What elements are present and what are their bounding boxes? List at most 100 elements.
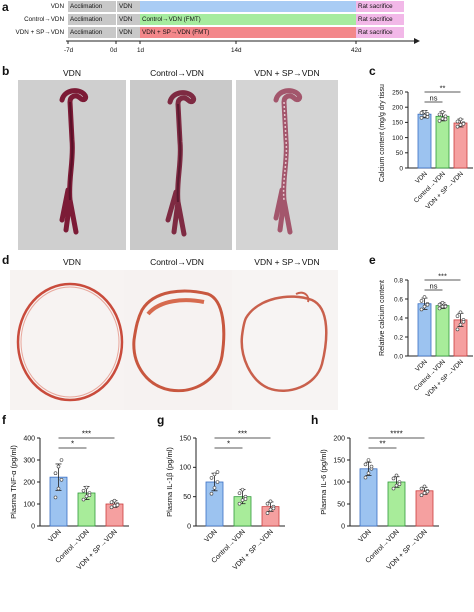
y-tick-label: 100 [392,135,403,142]
data-point [437,112,442,117]
bar [435,115,450,169]
data-point [109,500,114,505]
bar [415,490,434,527]
timeline-segment-acclimation: Acclimation [68,1,116,12]
data-point [268,499,273,504]
timeline-axis [66,38,420,44]
data-point [440,110,445,114]
data-point [237,491,242,495]
y-axis-label: Plasma TNF-α (pg/ml) [9,445,18,519]
data-point [56,486,61,491]
timeline-segment-acclimation: Acclimation [68,14,116,25]
timeline-tick-label: 0d [110,47,118,54]
data-point [53,495,58,500]
panel-letter-h: h [311,413,319,427]
y-tick-label: 50 [337,501,345,508]
y-tick-label: 100 [179,465,191,472]
data-point [366,471,371,476]
significance-label: ns [430,94,438,103]
data-point [212,472,217,477]
data-point [419,111,424,115]
section-title: VDN [63,257,81,267]
significance-label: ** [379,440,385,449]
aorta-photo-sp [236,80,338,250]
y-tick-label: 400 [23,435,35,442]
y-tick-label: 150 [392,120,403,127]
bar [417,303,432,357]
data-point [209,491,214,496]
panel-letter-g: g [157,413,165,427]
y-tick-label: 100 [333,479,345,486]
data-point [458,322,463,327]
y-tick-label: 100 [23,501,35,508]
timeline-segment-sacrifice: Rat sacrifice [356,14,404,25]
data-point [268,507,273,512]
data-point [59,477,64,482]
data-point [425,489,430,494]
data-point [369,464,374,469]
data-point [422,109,427,114]
data-point [437,302,442,307]
data-point [84,494,89,499]
data-point [425,302,430,307]
data-point [458,310,463,315]
panel-letter-a: a [2,0,9,14]
data-point [422,295,427,299]
panel-letter-c: c [369,64,376,78]
data-point [422,484,427,489]
data-point [109,505,114,510]
photo-title: VDN + SP→VDN [254,68,320,78]
y-axis-label: Calcium content (mg/g dry tissue) [379,84,386,182]
timeline-row-label: VDN [50,3,64,10]
data-point [81,497,86,502]
data-point [455,314,460,318]
data-point [363,475,368,480]
significance-label: **** [390,430,402,439]
timeline-segment-treatment [140,1,356,12]
y-axis-label: Relative calcium content [379,280,386,356]
data-point [243,497,248,501]
section-title: VDN + SP→VDN [254,257,320,267]
x-tick-label: VDN [48,528,63,543]
data-point [115,503,120,507]
data-point [461,122,466,126]
data-point [440,116,445,121]
timeline-segment-acclimation: Acclimation [68,27,116,38]
data-point [391,476,396,481]
x-tick-label: VDN [358,528,373,543]
significance-label: * [227,440,230,449]
data-point [443,114,448,119]
y-tick-label: 0 [31,523,35,530]
cross-section-control [124,270,232,410]
timeline-row-label: VDN + SP→VDN [15,29,64,36]
panel-letter-f: f [2,413,6,427]
data-point [437,119,442,123]
x-tick-label: VDN [414,170,429,185]
data-point [397,482,402,487]
timeline-segment-vdn: VDN [116,14,140,25]
data-point [455,119,460,124]
bar [417,113,432,169]
data-point [215,470,220,474]
data-point [440,300,445,305]
significance-label: ns [430,282,438,291]
data-point [265,511,270,515]
y-tick-label: 0 [399,165,403,172]
data-point [394,473,399,478]
bar [359,468,378,527]
y-axis-label: Plasma IL-6 (pg/ml) [319,449,328,515]
y-tick-label: 250 [392,89,403,96]
aorta-photo-control [130,80,232,250]
data-point [422,113,427,118]
data-point [437,306,442,311]
significance-label: * [71,440,74,449]
data-point [56,464,61,469]
timeline-segment-vdn: VDN [116,1,140,12]
y-tick-label: 150 [179,435,191,442]
panel-letter-e: e [369,253,376,267]
data-point [81,488,86,493]
data-point [112,498,117,503]
data-point [363,462,368,467]
y-tick-label: 150 [333,457,345,464]
